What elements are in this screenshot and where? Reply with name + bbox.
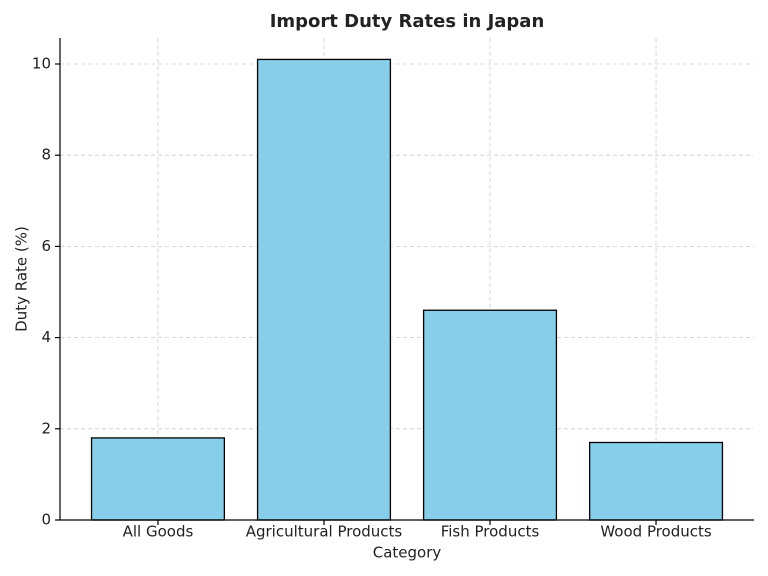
y-tick-label: 8 (41, 146, 51, 164)
bar (588, 441, 724, 521)
x-tick-label: Agricultural Products (246, 523, 403, 541)
y-tick-label: 4 (41, 328, 51, 346)
y-tick-label: 2 (41, 419, 51, 437)
chart-title: Import Duty Rates in Japan (270, 11, 545, 32)
x-axis-label: Category (373, 544, 442, 562)
x-tick-label: Fish Products (441, 523, 540, 541)
bar (422, 309, 558, 521)
y-tick-label: 6 (41, 237, 51, 255)
y-tick-label: 10 (32, 54, 51, 72)
y-tick-label: 0 (41, 511, 51, 529)
x-tick-label: All Goods (123, 523, 194, 541)
bar (256, 58, 392, 521)
y-axis-label: Duty Rate (%) (13, 226, 31, 332)
bar (90, 437, 226, 521)
x-tick-label: Wood Products (600, 523, 712, 541)
